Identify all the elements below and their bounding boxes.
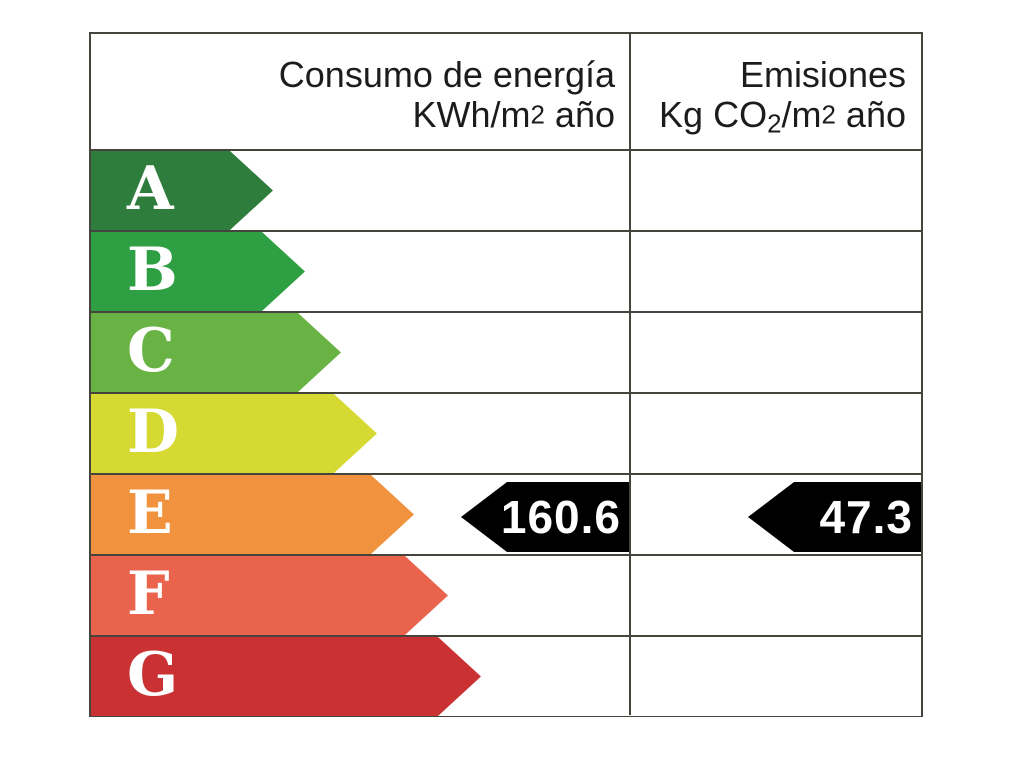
rating-letter-F: F — [127, 558, 170, 629]
rating-row-F: F — [91, 554, 921, 635]
consumo-header-title: Consumo de energía — [278, 54, 615, 95]
rating-row-G: G — [91, 635, 921, 716]
emisiones-header-title: Emisiones — [739, 54, 906, 95]
rating-letter-B: B — [127, 234, 178, 305]
rating-arrow-B: B — [91, 232, 305, 311]
rating-row-C: C — [91, 311, 921, 392]
rating-row-B: B — [91, 230, 921, 311]
emisiones-value-arrow-value: 47.3 — [819, 491, 913, 543]
rating-arrow-A: A — [91, 151, 273, 230]
column-divider — [629, 34, 631, 715]
rating-arrow-E: E — [91, 475, 414, 554]
rating-row-D: D — [91, 392, 921, 473]
rating-letter-A: A — [127, 153, 174, 224]
rating-row-A: A — [91, 149, 921, 230]
rating-arrow-C: C — [91, 313, 341, 392]
rating-letter-C: C — [127, 315, 175, 386]
emisiones-header-units: Kg CO2/m2 año — [659, 94, 906, 139]
rating-arrow-G: G — [91, 637, 481, 716]
header-row: Consumo de energía KWh/m2 año Emisiones … — [91, 34, 921, 149]
consumo-value-arrow-value: 160.6 — [500, 491, 621, 543]
rating-letter-E: E — [127, 477, 173, 548]
rating-arrow-F: F — [91, 556, 448, 635]
rating-letter-G: G — [127, 639, 179, 710]
rating-arrow-D: D — [91, 394, 377, 473]
consumo-header-units: KWh/m2 año — [412, 94, 615, 135]
consumo-header: Consumo de energía KWh/m2 año — [91, 34, 629, 149]
rating-letter-D: D — [127, 396, 180, 467]
emisiones-header: Emisiones Kg CO2/m2 año — [631, 34, 921, 149]
certificate-table: Consumo de energía KWh/m2 año Emisiones … — [89, 32, 923, 717]
